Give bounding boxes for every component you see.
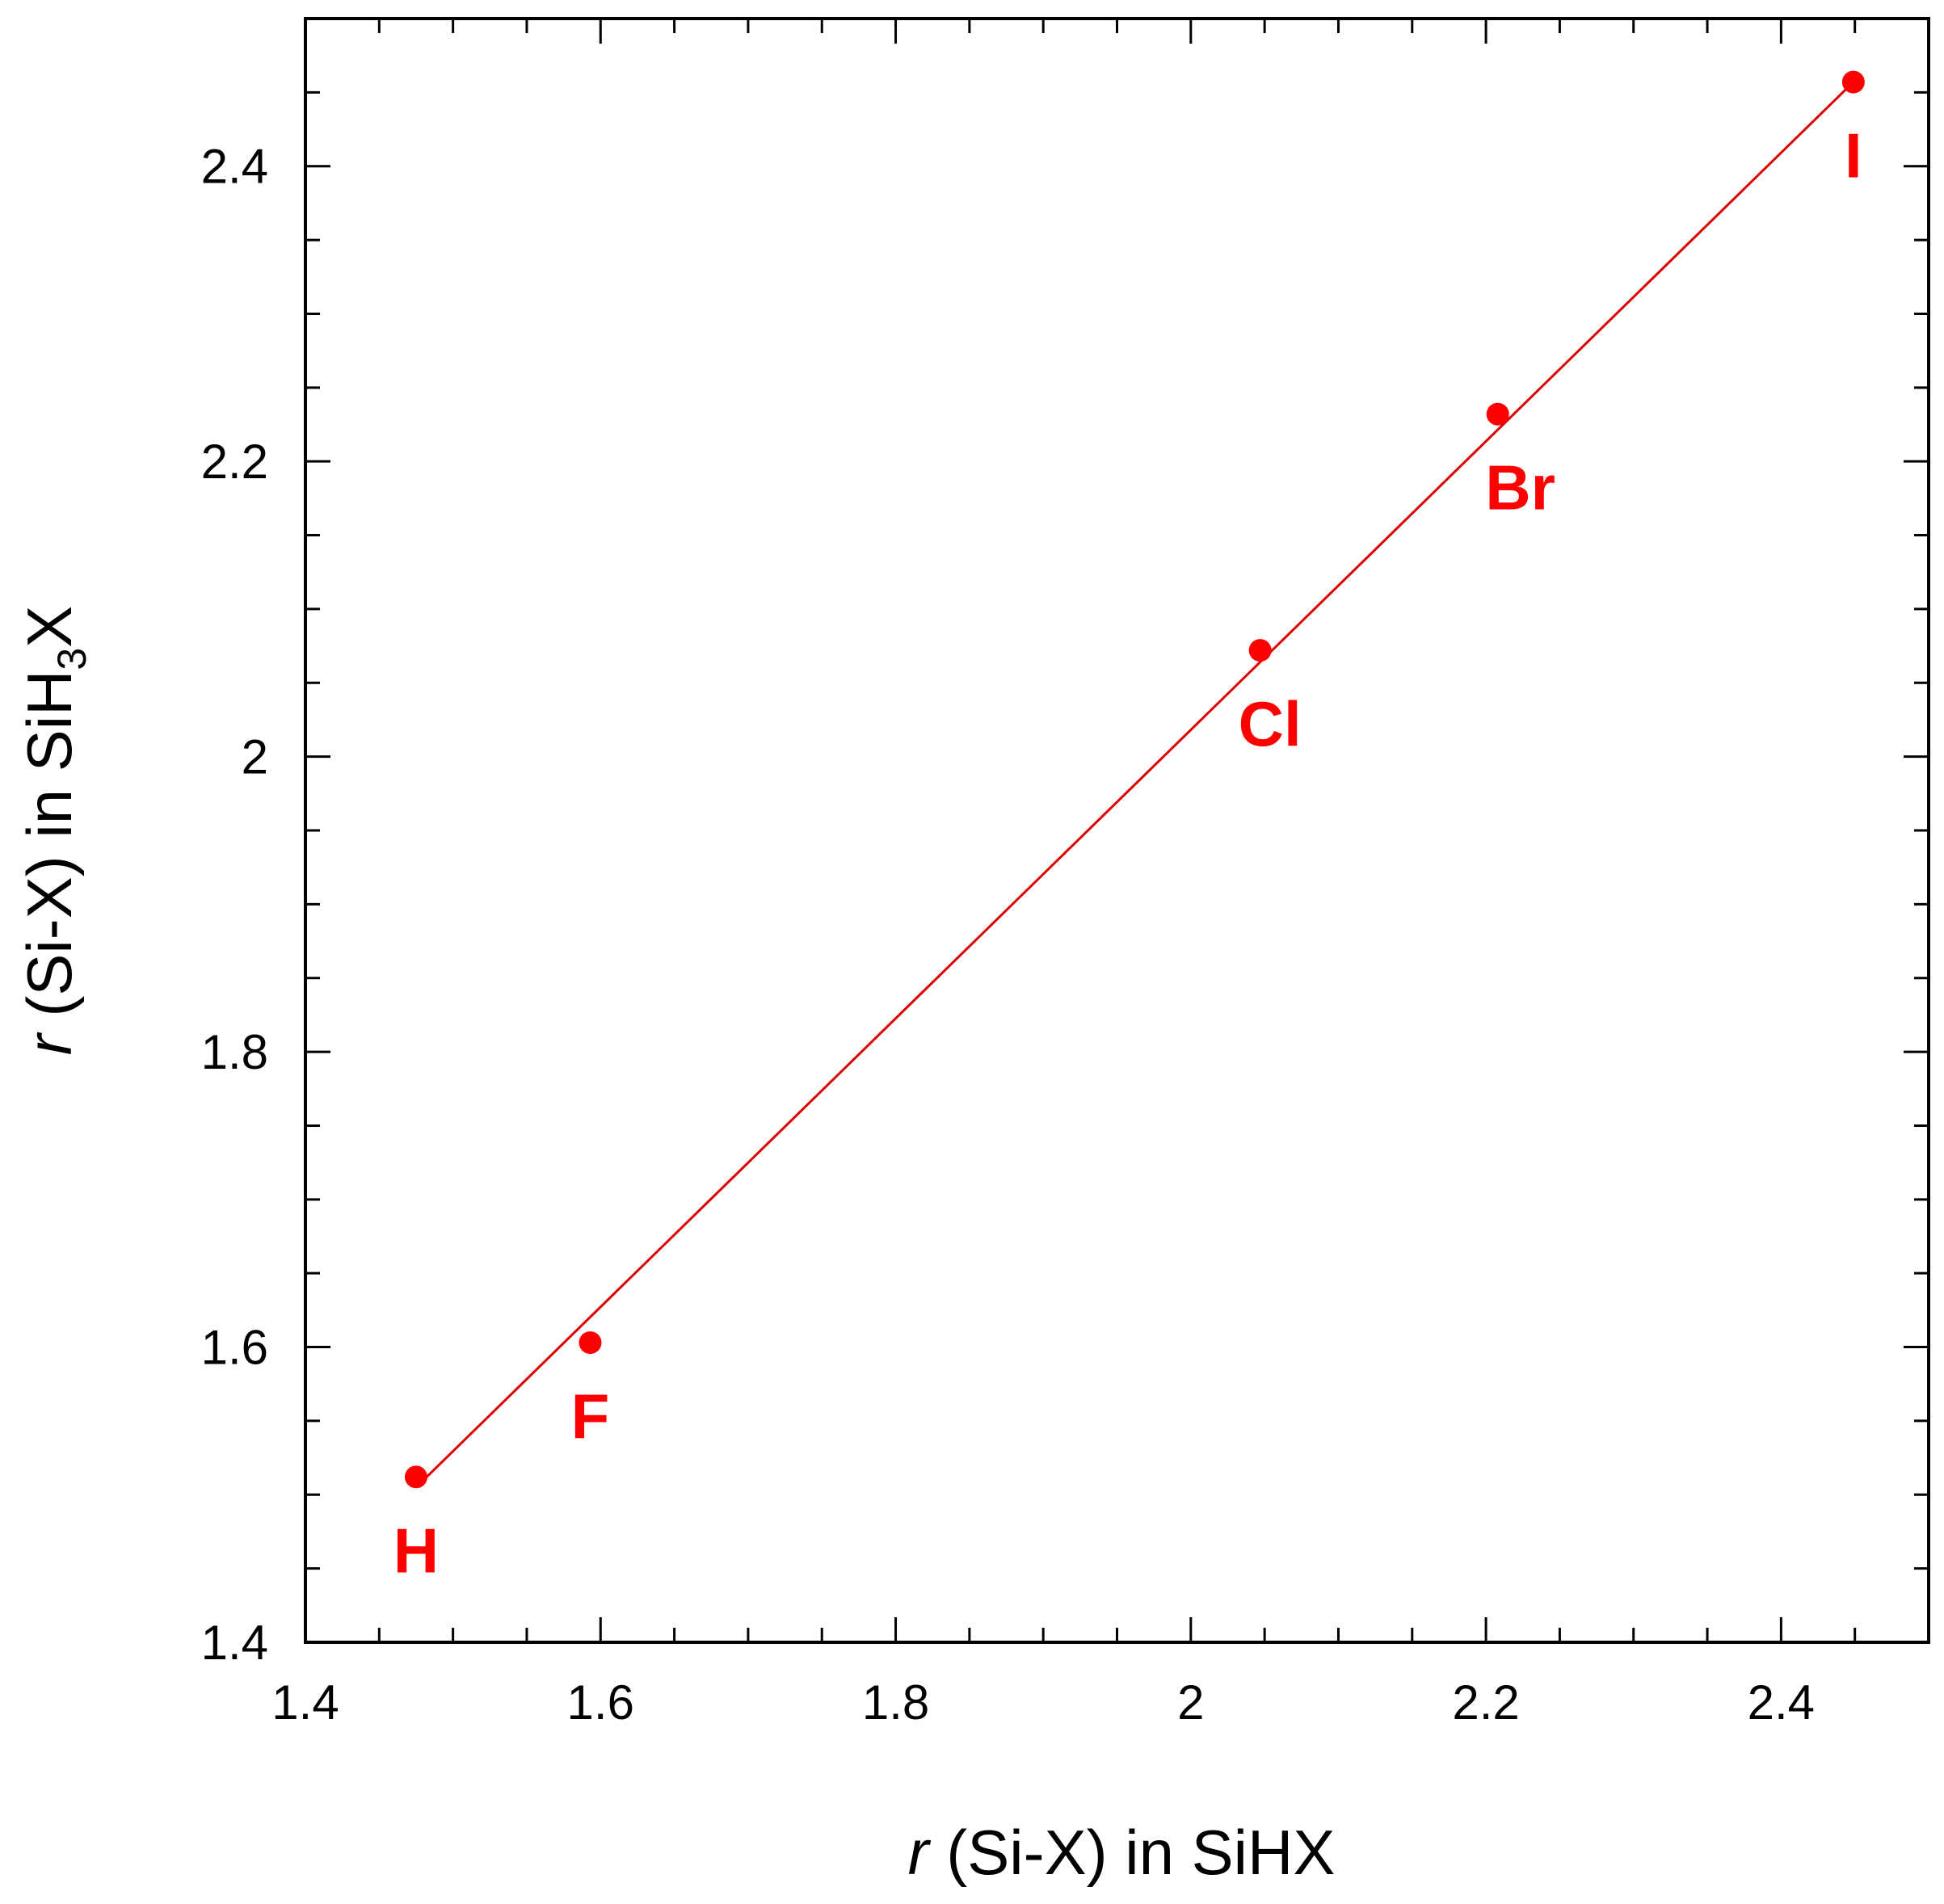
y-tick-label: 1.6 (201, 1321, 268, 1375)
point (1248, 639, 1272, 662)
point-label: I (1845, 120, 1862, 191)
x-label-r: r (908, 1817, 932, 1888)
y-tick-label: 2.2 (201, 435, 268, 489)
y-tick-label: 1.8 (201, 1025, 268, 1079)
y-tick-label: 2.4 (201, 140, 268, 194)
point (579, 1331, 602, 1355)
plot-frame (304, 17, 1930, 1644)
x-axis-label: r (Si-X) in SiHX (908, 1817, 1336, 1888)
x-tick-label: 2 (1177, 1675, 1204, 1730)
y-tick-label: 2 (242, 730, 268, 784)
y-tick-label: 1.4 (201, 1616, 268, 1670)
x-tick-label: 1.8 (862, 1675, 929, 1730)
fit-line (414, 81, 1854, 1489)
point-label: H (393, 1515, 439, 1586)
point (404, 1465, 427, 1489)
y-label-text: (Si-X) in SiH (14, 670, 85, 1035)
y-axis-label: r (Si-X) in SiH3X (14, 606, 95, 1056)
x-label-text: (Si-X) in SiHX (929, 1817, 1336, 1888)
x-tick-label: 1.6 (567, 1675, 634, 1730)
point (1841, 70, 1865, 94)
x-tick-label: 2.4 (1748, 1675, 1815, 1730)
x-tick-label: 1.4 (271, 1675, 339, 1730)
point-label: F (571, 1381, 610, 1452)
point (1486, 402, 1509, 426)
x-tick-label: 2.2 (1452, 1675, 1519, 1730)
y-label-tail: X (14, 606, 85, 648)
y-label-sub: 3 (49, 648, 95, 670)
point-label: Br (1485, 452, 1555, 523)
point-label: Cl (1239, 688, 1302, 759)
y-label-r: r (14, 1032, 85, 1055)
